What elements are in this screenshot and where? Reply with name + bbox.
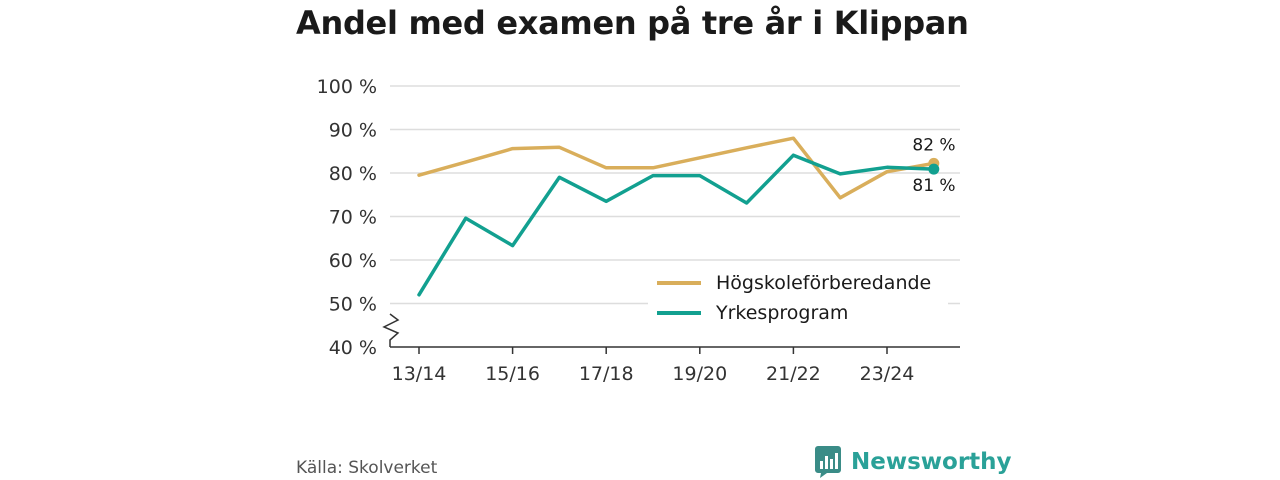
source-note: Källa: Skolverket: [296, 458, 438, 478]
x-tick-label: 23/24: [860, 363, 915, 385]
axis-break-mark: [382, 313, 400, 347]
y-tick-label: 40 %: [329, 337, 377, 359]
x-tick-label: 17/18: [579, 363, 634, 385]
brand-logo: Newsworthy: [815, 446, 1012, 478]
x-tick-label: 13/14: [392, 363, 447, 385]
brand-name: Newsworthy: [851, 449, 1012, 475]
x-tick-label: 19/20: [672, 363, 727, 385]
series-lines: [417, 136, 940, 297]
chart-title: Andel med examen på tre år i Klippan: [296, 4, 969, 42]
end-label: 82 %: [912, 135, 955, 155]
y-tick-label: 70 %: [329, 207, 377, 229]
x-tick-label: 21/22: [766, 363, 821, 385]
end-labels: 82 % 81 %: [912, 135, 955, 196]
series-line-yrkes: [417, 153, 936, 297]
y-tick-label: 100 %: [317, 76, 377, 98]
y-tick-label: 90 %: [329, 120, 377, 142]
x-tick-label: 15/16: [485, 363, 540, 385]
y-tick-label: 60 %: [329, 250, 377, 272]
legend-label-yrkes: Yrkesprogram: [715, 302, 848, 324]
series-line-hogskole: [417, 136, 936, 200]
legend-label-hogskole: Högskoleförberedande: [716, 272, 931, 294]
newsworthy-logo-icon: [815, 446, 841, 478]
x-axis: 13/14 15/16 17/18 19/20 21/22 23/24: [382, 313, 960, 385]
legend: Högskoleförberedande Yrkesprogram: [648, 262, 948, 332]
y-tick-label: 80 %: [329, 163, 377, 185]
series-end-point: [928, 163, 940, 175]
y-tick-label: 50 %: [329, 294, 377, 316]
y-axis: 40 % 50 % 60 % 70 % 80 % 90 % 100 %: [317, 76, 377, 359]
legend-background: [648, 262, 948, 332]
end-label: 81 %: [912, 176, 955, 196]
grid-lines: [390, 85, 960, 305]
